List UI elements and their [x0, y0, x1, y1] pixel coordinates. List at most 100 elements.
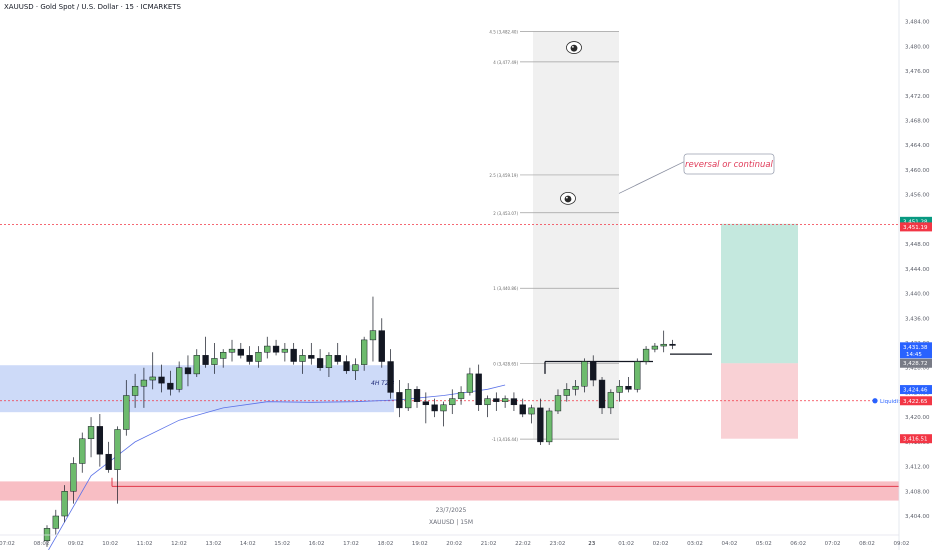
moving-average-line — [48, 384, 506, 550]
fib-level-label: -1 (3,416.44) — [492, 437, 519, 442]
candle — [634, 358, 641, 393]
candle — [466, 367, 474, 396]
x-tick-label: 23 — [588, 541, 595, 547]
candle — [202, 336, 209, 368]
candle-body — [634, 361, 641, 390]
x-tick-label: 11:02 — [137, 541, 153, 547]
x-tick-label: 02:02 — [653, 541, 669, 547]
candle-body — [149, 376, 156, 381]
candle — [193, 349, 200, 377]
candle — [546, 407, 553, 445]
candle — [308, 342, 315, 365]
bar-countdown: 14:45 — [906, 352, 922, 358]
x-tick-label: 06:02 — [790, 541, 806, 547]
eye-icon-pupil — [564, 195, 572, 203]
eye-icon — [560, 191, 576, 205]
candle-body — [369, 330, 377, 341]
candle-body — [669, 343, 676, 346]
y-tick-label: 3,420.00 — [905, 415, 930, 421]
x-tick-label: 01:02 — [618, 541, 634, 547]
candle-body — [546, 410, 553, 443]
candle — [660, 330, 667, 353]
candle — [43, 525, 51, 547]
x-tick-label: 09:02 — [68, 541, 84, 547]
x-tick-label: 07:02 — [825, 541, 841, 547]
candle — [123, 380, 130, 436]
x-tick-label: 10:02 — [102, 541, 118, 547]
candle — [572, 380, 579, 396]
y-tick-label: 3,448.00 — [905, 242, 930, 248]
candle-body — [281, 348, 289, 353]
x-tick-label: 03:02 — [687, 541, 703, 547]
candle-body — [237, 348, 244, 356]
candle-body — [255, 351, 262, 362]
x-tick-label: 20:02 — [446, 541, 462, 547]
candle — [149, 352, 156, 390]
candle-body — [387, 361, 394, 393]
liquidity-label: Liquidity — [880, 399, 904, 405]
price-label-text: 3,422.65 — [903, 399, 928, 405]
candle-body — [184, 367, 192, 375]
eye-icon-glint — [566, 196, 568, 199]
y-tick-label: 3,468.00 — [905, 119, 930, 125]
candle-body — [642, 348, 650, 362]
y-tick-label: 3,456.00 — [905, 193, 930, 199]
candle — [528, 404, 535, 424]
price-label-box — [900, 434, 932, 444]
fib-backdrop — [533, 31, 619, 440]
price-label-box — [900, 342, 932, 359]
candle-body — [660, 343, 667, 347]
y-tick-label: 3,484.00 — [905, 20, 930, 26]
price-label-text: 3,428.72 — [903, 361, 928, 367]
candle-body — [405, 389, 412, 409]
candle — [449, 389, 456, 415]
price-label-box — [900, 385, 932, 395]
candle-body — [537, 407, 544, 443]
candle — [176, 361, 183, 393]
candle-body — [211, 358, 218, 365]
candle — [590, 355, 597, 387]
price-label-text: 3,451.19 — [903, 225, 928, 231]
candle — [299, 349, 306, 374]
candle-body — [554, 395, 562, 412]
x-tick-label: 14:02 — [240, 541, 256, 547]
candle-body — [246, 355, 253, 362]
x-tick-label: 21:02 — [481, 541, 497, 547]
candle-body — [378, 330, 385, 362]
candle-body — [193, 355, 200, 375]
candle-body — [334, 355, 341, 362]
x-tick-label: 09:02 — [893, 541, 909, 547]
x-tick-label: 13:02 — [205, 541, 221, 547]
candle — [405, 383, 412, 411]
candle-body — [176, 367, 183, 390]
candle — [184, 355, 192, 387]
y-tick-label: 3,480.00 — [905, 44, 930, 50]
y-tick-label: 3,404.00 — [905, 514, 930, 520]
candle-body — [484, 398, 491, 406]
callout-text: reversal or continual — [685, 160, 774, 170]
candle-body — [343, 361, 350, 372]
candle-body — [167, 382, 174, 390]
candle — [334, 342, 341, 365]
fib-level-label: 4.5 (3,482.40) — [489, 30, 518, 35]
candle-body — [563, 389, 570, 396]
candle-body — [96, 426, 104, 455]
candle — [519, 398, 526, 418]
candle-body — [440, 404, 447, 412]
candle-body — [352, 364, 359, 372]
candle-body — [598, 379, 606, 409]
candle — [343, 355, 350, 374]
candle-body — [220, 351, 227, 359]
candle — [79, 432, 86, 473]
candle-body — [272, 345, 280, 353]
fib-level-label: 0 (3,428.65) — [493, 362, 518, 367]
x-tick-label: 15:02 — [274, 541, 290, 547]
y-tick-label: 3,476.00 — [905, 69, 930, 75]
candle — [237, 342, 244, 359]
candle-body — [607, 392, 614, 409]
x-tick-label: 04:02 — [721, 541, 737, 547]
candle — [246, 346, 253, 365]
candle — [457, 386, 465, 405]
candle — [272, 339, 280, 356]
